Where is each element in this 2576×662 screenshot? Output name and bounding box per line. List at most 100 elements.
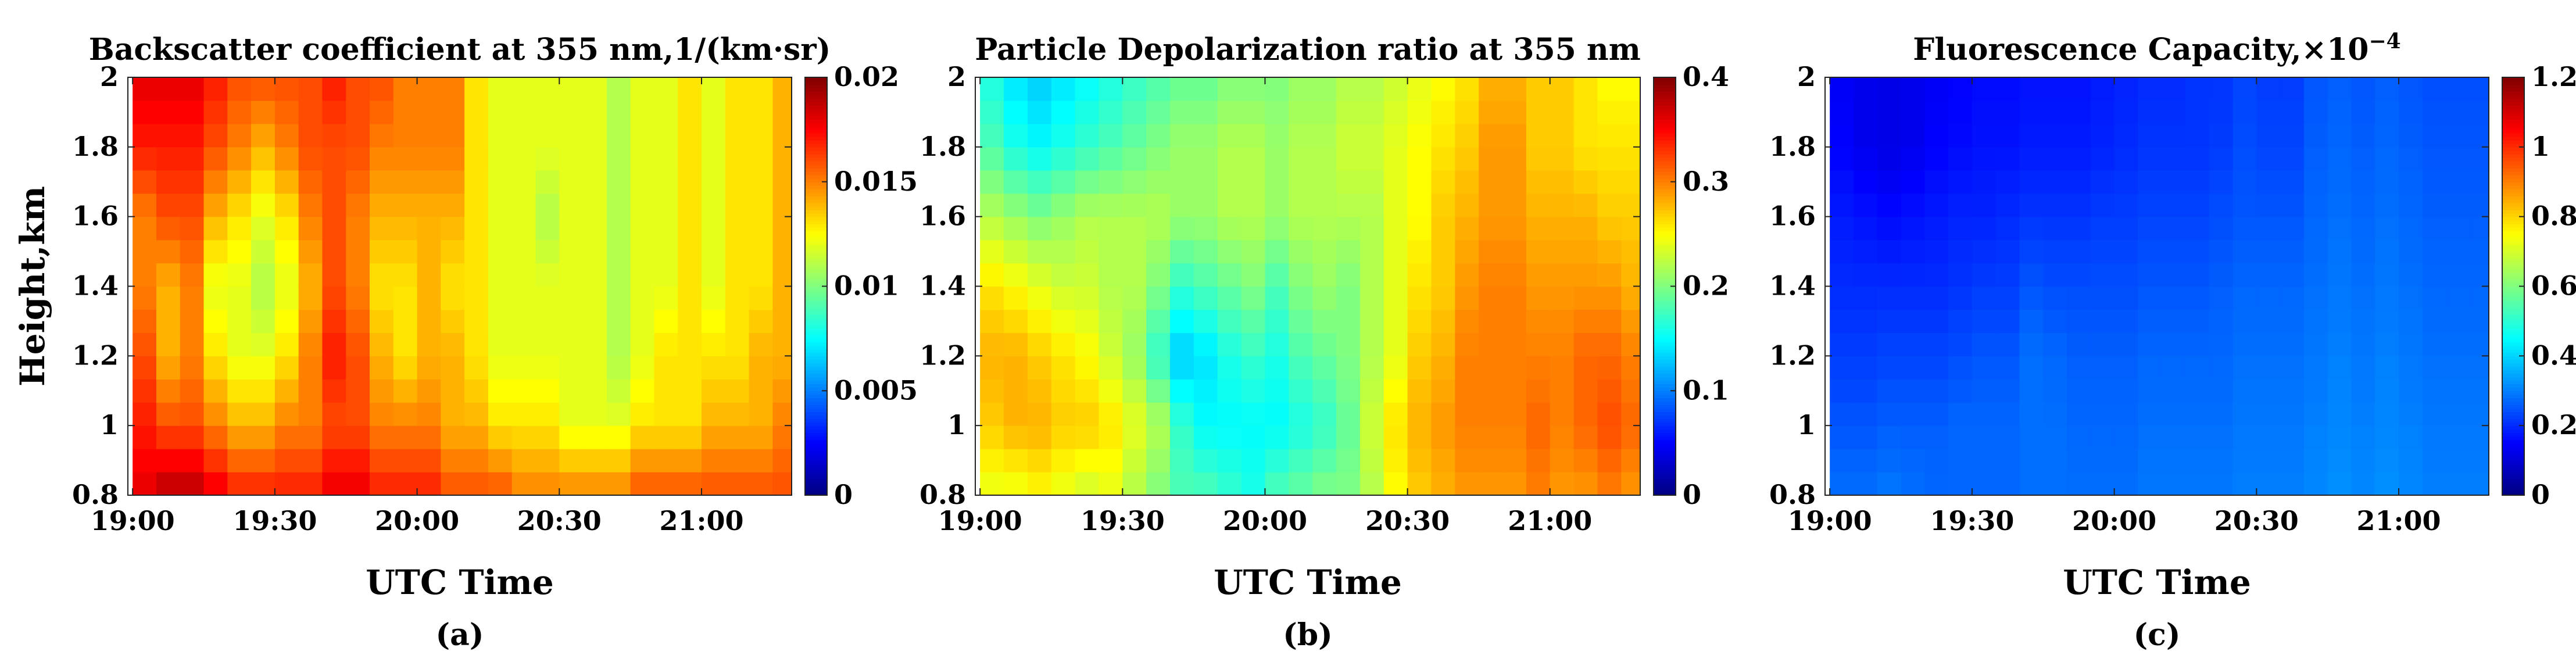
heatmap-cell [2067,449,2091,473]
colorbar-segment [805,286,827,291]
heatmap-cell [2422,100,2447,124]
heatmap-cell [980,332,1004,356]
colorbar-tick-label: 0.2 [1683,270,1729,302]
heatmap-cell [1502,402,1527,426]
heatmap-cell [1051,309,1076,333]
heatmap-cell [1502,356,1527,380]
heatmap-cell [2209,402,2234,426]
heatmap-cell [346,100,370,124]
colorbar-segment [2502,136,2524,141]
heatmap-cell [2446,332,2470,356]
colorbar-tick-label: 0.4 [2531,339,2576,371]
heatmap-cell [2043,239,2067,264]
heatmap-cell [1455,170,1479,194]
heatmap-cell [1075,170,1100,194]
heatmap-cell [2422,425,2447,449]
heatmap-cell [630,472,655,496]
heatmap-cell [2019,146,2044,171]
heatmap-cell [1995,216,2020,241]
heatmap-cell [1241,100,1266,124]
colorbar-segment [1654,87,1676,92]
heatmap-cell [2019,100,2044,124]
heatmap-cell [1573,472,1598,496]
heatmap-cell [251,309,276,333]
heatmap-cell [1901,193,1925,217]
colorbar-segment [2502,432,2524,436]
y-tick-label: 1 [947,409,966,441]
heatmap-cell [772,146,792,171]
heatmap-cell [2422,146,2447,171]
heatmap-cell [2209,425,2234,449]
y-tick-label: 2 [100,61,119,92]
heatmap-cell [1241,146,1266,171]
heatmap-cell [488,146,513,171]
heatmap-cell [2209,193,2234,217]
heatmap-cell [1995,100,2020,124]
heatmap-cell [1550,379,1575,403]
heatmap-cell [1122,123,1147,148]
heatmap-cell [464,100,489,124]
heatmap-cell [393,216,418,241]
colorbar-segment [1654,269,1676,273]
heatmap-cell [346,123,370,148]
colorbar-segment [805,394,827,399]
heatmap-cell [1336,332,1361,356]
heatmap-cell [180,332,205,356]
heatmap-cell [702,449,726,473]
heatmap-cell [583,332,607,356]
heatmap-cell [2422,449,2447,473]
heatmap-cell [441,449,465,473]
heatmap-cell [2470,472,2489,496]
heatmap-cell [583,309,607,333]
heatmap-cell [1289,146,1313,171]
heatmap-cell [1550,332,1575,356]
heatmap-cell [535,472,560,496]
heatmap-cell [1526,100,1551,124]
heatmap-cell [2256,239,2281,264]
heatmap-cell [2470,123,2489,148]
colorbar-segment [1654,377,1676,381]
colorbar-segment [805,244,827,249]
heatmap-cell [464,146,489,171]
colorbar-segment [2502,84,2524,88]
heatmap-cell [1004,216,1028,241]
heatmap-cell [606,286,631,310]
heatmap-cell [1972,170,1997,194]
heatmap-cell [203,425,228,449]
colorbar-segment [2502,202,2524,207]
heatmap-cell [2067,379,2091,403]
heatmap-cell [1455,239,1479,264]
heatmap-cell [1550,170,1575,194]
chart-title-main: Particle Depolarization ratio at 355 nm [975,32,1641,67]
heatmap-cell [1193,146,1218,171]
heatmap-cell [1479,100,1503,124]
heatmap-cell [1099,170,1123,194]
heatmap-cell [1479,263,1503,287]
colorbar-segment [1654,439,1676,443]
heatmap-cell [1312,100,1337,124]
heatmap-cell [772,77,792,101]
heatmap-cell [1431,402,1455,426]
heatmap-cell [1265,263,1289,287]
heatmap-cell [1312,216,1337,241]
heatmap-cell [1265,286,1289,310]
colorbar-segment [1654,436,1676,440]
colorbar-segment [2502,87,2524,92]
heatmap-cell [322,449,346,473]
heatmap-cell [2280,332,2305,356]
heatmap-cell [370,216,394,241]
heatmap-cell [1051,379,1076,403]
heatmap-cell [772,123,792,148]
heatmap-cell [1146,193,1171,217]
colorbar-segment [2502,366,2524,371]
colorbar-segment [1654,272,1676,277]
colorbar-segment [2502,94,2524,99]
colorbar-segment [805,181,827,186]
heatmap-cell [1359,193,1384,217]
heatmap-cell [559,332,584,356]
heatmap-cell [1621,146,1641,171]
heatmap-cell [1075,123,1100,148]
colorbar-segment [805,418,827,423]
colorbar-segment [805,199,827,203]
